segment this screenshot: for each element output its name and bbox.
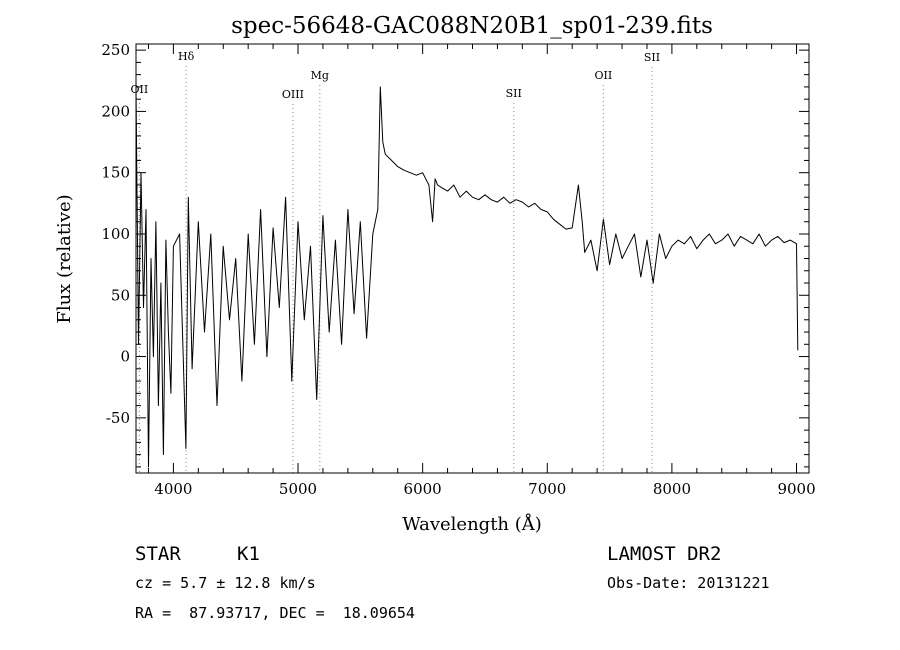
y-axis: -50 0 50 100 150 200 250: [101, 41, 809, 468]
x-axis-label: Wavelength (Å): [402, 513, 542, 535]
y-tick-label: 50: [111, 286, 130, 304]
y-tick-label: 200: [101, 102, 130, 120]
line-marker-label: OII: [131, 83, 149, 96]
plot-frame: [135, 43, 810, 474]
chart-title: spec-56648-GAC088N20B1_sp01-239.fits: [231, 13, 713, 39]
x-tick-label: 9000: [777, 480, 815, 498]
class-label: STAR: [135, 543, 181, 565]
x-tick-label: 8000: [653, 480, 691, 498]
survey-label: LAMOST DR2: [607, 543, 722, 565]
x-tick-label: 4000: [154, 480, 192, 498]
spectrum-series: [135, 86, 799, 468]
line-markers: OII Hδ OIII Mg SII OII SII: [131, 50, 660, 473]
line-marker-label: OII: [595, 69, 613, 82]
y-tick-label: 150: [101, 164, 130, 182]
y-tick-label: 100: [101, 225, 130, 243]
y-tick-label: 250: [101, 41, 130, 59]
line-marker-label: Mg: [311, 69, 329, 82]
y-axis-label: Flux (relative): [54, 194, 75, 323]
line-marker-label: SII: [644, 51, 660, 64]
spectrum-line: [135, 86, 799, 468]
redshift-line: cz = 5.7 ± 12.8 km/s: [135, 574, 316, 592]
obs-date: Obs-Date: 20131221: [607, 574, 770, 592]
line-marker-label: OIII: [282, 88, 304, 101]
subclass-label: K1: [237, 543, 260, 565]
x-tick-label: 5000: [279, 480, 317, 498]
line-marker-label: SII: [506, 87, 522, 100]
x-tick-label: 7000: [528, 480, 566, 498]
coordinates-line: RA = 87.93717, DEC = 18.09654: [135, 604, 415, 622]
x-axis: 4000 5000 6000 7000 8000 9000: [147, 44, 816, 498]
x-tick-label: 6000: [404, 480, 442, 498]
y-tick-label: 0: [120, 348, 130, 366]
y-tick-label: -50: [106, 409, 130, 427]
line-marker-label: Hδ: [178, 50, 195, 63]
